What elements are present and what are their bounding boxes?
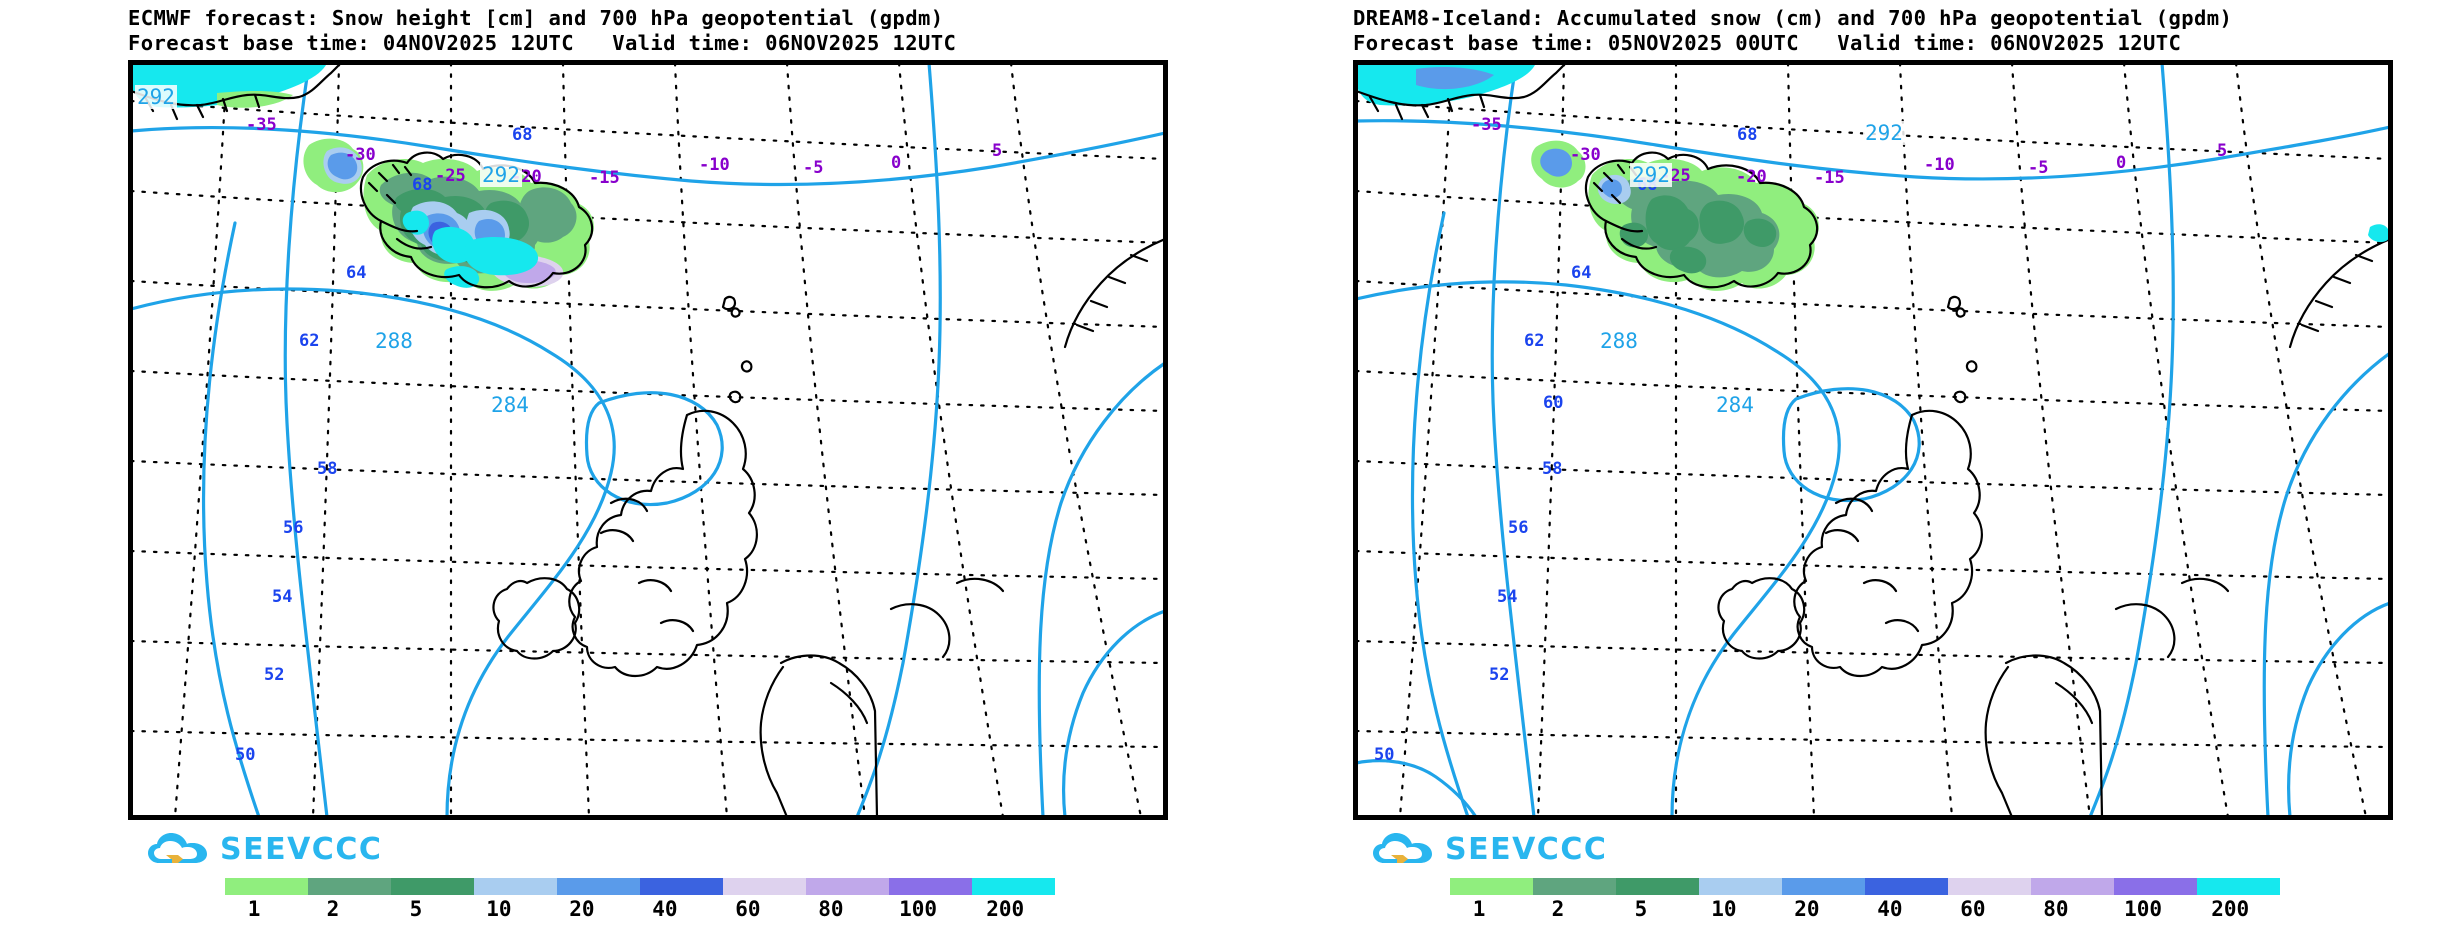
- colorbar-swatch: [2114, 878, 2197, 895]
- cloud-icon: [1373, 833, 1435, 867]
- colorbar-tick: 200: [986, 897, 1025, 921]
- panel-dream8-title-line2: Forecast base time: 05NOV2025 00UTC Vali…: [1353, 31, 2182, 55]
- colorbar-swatch: [474, 878, 557, 895]
- colorbar-swatch: [1699, 878, 1782, 895]
- seevccc-logo-dream8: SEEVCCC: [1373, 833, 1607, 867]
- cloud-arrow-icon: [148, 833, 207, 863]
- colorbar-swatch: [640, 878, 723, 895]
- colorbar-swatch: [806, 878, 889, 895]
- colorbar-tick: 1: [1472, 897, 1486, 921]
- colorbar-swatch: [889, 878, 972, 895]
- colorbar-tick: 20: [1794, 897, 1820, 921]
- greenland-snow-field: [1356, 63, 1536, 106]
- cloud-arrow-icon: [1373, 833, 1432, 863]
- panel-ecmwf-title-line1: ECMWF forecast: Snow height [cm] and 700…: [128, 6, 944, 30]
- colorbar-tick: 60: [1960, 897, 1986, 921]
- map-border-dream8: [1356, 63, 2390, 817]
- colorbar-dream8: 1 2 5 10 20 40 60 80 100 200: [1450, 878, 2280, 925]
- colorbar-swatch: [2197, 878, 2280, 895]
- colorbar-tick: 10: [486, 897, 512, 921]
- colorbar-swatch: [1616, 878, 1699, 895]
- colorbar-swatch: [1948, 878, 2031, 895]
- map-ecmwf[interactable]: -35 -30 -25 -20 -15 -10 -5 0 5 68 68 64 …: [128, 60, 1168, 820]
- colorbar-tick: 100: [2124, 897, 2163, 921]
- colorbar-swatch: [2031, 878, 2114, 895]
- geopotential-contours: [131, 63, 1165, 817]
- colorbar-swatch: [723, 878, 806, 895]
- colorbar-tick: 5: [1634, 897, 1648, 921]
- panel-dream8-titles: DREAM8-Iceland: Accumulated snow (cm) an…: [1353, 6, 2433, 56]
- seevccc-logo-ecmwf: SEEVCCC: [148, 833, 382, 867]
- panel-dream8-title-line1: DREAM8-Iceland: Accumulated snow (cm) an…: [1353, 6, 2233, 30]
- seevccc-logo-text: SEEVCCC: [1445, 832, 1608, 867]
- colorbar-tick: 200: [2211, 897, 2250, 921]
- coastlines-ecmwf: [131, 63, 1165, 817]
- colorbar-swatch: [308, 878, 391, 895]
- colorbar-tick: 40: [1877, 897, 1903, 921]
- colorbar-swatch: [972, 878, 1055, 895]
- coastlines-dream8: [1356, 63, 2390, 817]
- colorbar-tick: 2: [326, 897, 340, 921]
- panel-ecmwf-titles: ECMWF forecast: Snow height [cm] and 700…: [128, 6, 1208, 56]
- colorbar-tick: 5: [409, 897, 423, 921]
- colorbar-tick: 40: [652, 897, 678, 921]
- colorbar-tick: 80: [818, 897, 844, 921]
- norway-snow-patch: [2368, 224, 2390, 243]
- colorbar-tick: 20: [569, 897, 595, 921]
- colorbar-tick: 2: [1551, 897, 1565, 921]
- colorbar-tick: 60: [735, 897, 761, 921]
- snow-accumulation-field-dream8: [1531, 140, 1819, 291]
- colorbar-tick: 80: [2043, 897, 2069, 921]
- colorbar-ticks-dream8: 1 2 5 10 20 40 60 80 100 200: [1450, 897, 2280, 925]
- snow-accumulation-field-ecmwf: [303, 138, 594, 291]
- colorbar-swatch: [1865, 878, 1948, 895]
- colorbar-swatch: [225, 878, 308, 895]
- colorbar-swatch: [1533, 878, 1616, 895]
- colorbar-swatch: [1782, 878, 1865, 895]
- colorbar-tick: 1: [247, 897, 261, 921]
- geopotential-contours: [1356, 63, 2390, 817]
- colorbar-swatch: [557, 878, 640, 895]
- map-ecmwf-canvas: [131, 63, 1165, 817]
- seevccc-logo-text: SEEVCCC: [220, 832, 383, 867]
- panel-dream8: DREAM8-Iceland: Accumulated snow (cm) an…: [1245, 0, 2435, 925]
- greenland-snow-field: [131, 63, 327, 108]
- colorbar-ticks-ecmwf: 1 2 5 10 20 40 60 80 100 200: [225, 897, 1055, 925]
- cloud-icon: [148, 833, 210, 867]
- map-border-ecmwf: [131, 63, 1165, 817]
- map-dream8-canvas: [1356, 63, 2390, 817]
- colorbar-tick: 100: [899, 897, 938, 921]
- panel-ecmwf-title-line2: Forecast base time: 04NOV2025 12UTC Vali…: [128, 31, 957, 55]
- colorbar-swatch: [391, 878, 474, 895]
- colorbar-swatch: [1450, 878, 1533, 895]
- colorbar-ecmwf: 1 2 5 10 20 40 60 80 100 200: [225, 878, 1055, 925]
- panel-ecmwf: ECMWF forecast: Snow height [cm] and 700…: [20, 0, 1210, 925]
- graticule-parallels: [1356, 99, 2390, 749]
- map-dream8[interactable]: -35 -30 -25 -20 -15 -10 -5 0 5 68 68 64 …: [1353, 60, 2393, 820]
- colorbar-tick: 10: [1711, 897, 1737, 921]
- colorbar-gradient: [1450, 878, 2280, 895]
- colorbar-gradient: [225, 878, 1055, 895]
